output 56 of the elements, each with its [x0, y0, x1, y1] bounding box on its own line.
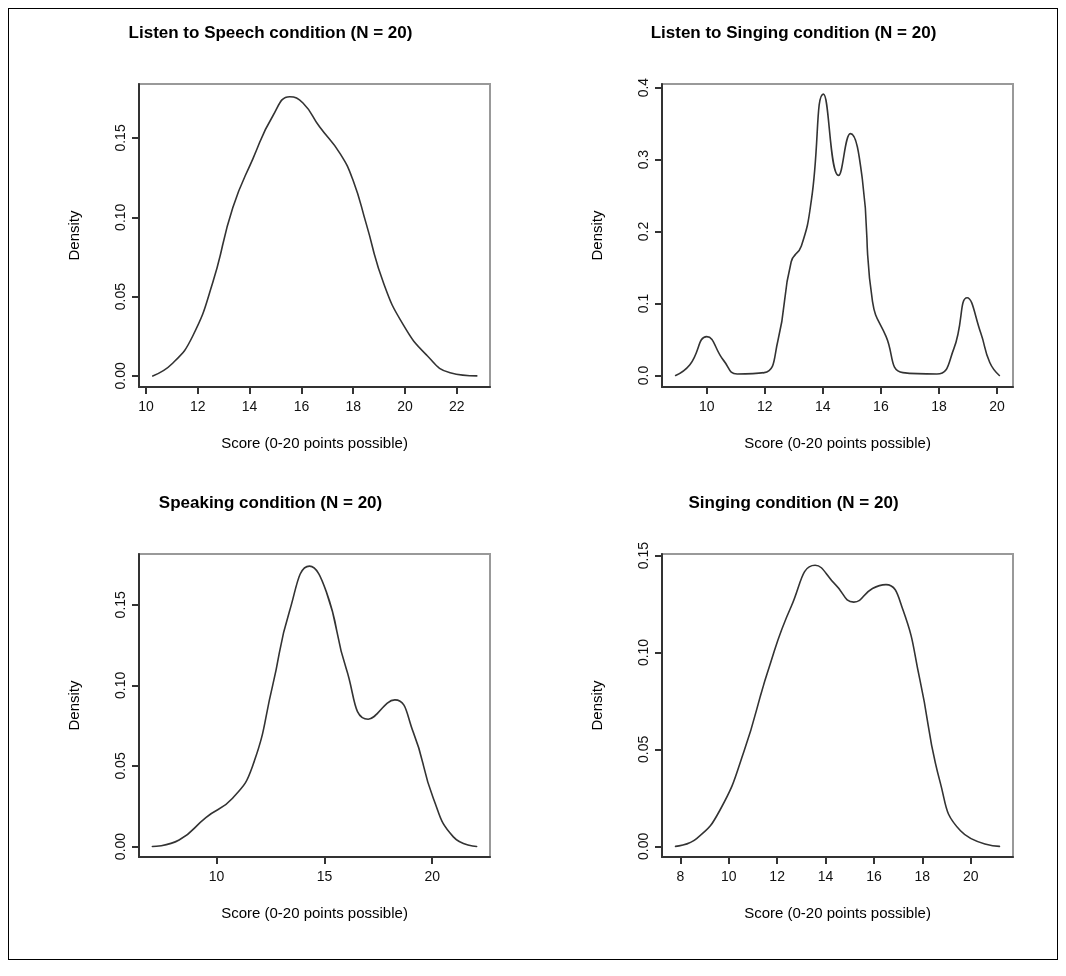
y-axis-title: Density: [65, 210, 82, 261]
chart-title: Listen to Singing condition (N = 20): [650, 23, 937, 42]
x-axis-title: Score (0-20 points possible): [221, 434, 408, 451]
x-tick-label: 12: [769, 868, 786, 884]
y-tick-label: 0.05: [112, 282, 128, 311]
x-tick-label: 12: [190, 398, 206, 414]
x-tick-label: 12: [756, 398, 773, 414]
x-tick-label: 10: [720, 868, 737, 884]
x-tick-label: 20: [424, 868, 441, 884]
x-tick-label: 18: [345, 398, 362, 414]
chart-title: Speaking condition (N = 20): [158, 493, 383, 512]
y-tick-label: 0.00: [635, 832, 651, 860]
line-series: [151, 565, 478, 848]
line-series: [674, 93, 1001, 377]
y-tick-label: 0.15: [112, 590, 128, 619]
line-series: [151, 95, 478, 377]
y-tick-label: 0.10: [635, 638, 651, 667]
x-tick-label: 10: [698, 398, 715, 414]
x-tick-label: 16: [873, 398, 889, 414]
x-tick-label: 20: [989, 398, 1006, 414]
y-tick-label: 0.15: [635, 541, 651, 570]
x-tick-label: 20: [397, 398, 414, 414]
x-tick-label: 14: [815, 398, 831, 414]
x-tick-label: 14: [817, 868, 834, 884]
y-tick-label: 0.2: [635, 221, 651, 242]
y-tick-label: 0.05: [635, 735, 651, 764]
y-tick-label: 0.00: [112, 832, 128, 861]
x-tick-label: 15: [316, 868, 333, 884]
y-tick-label: 0.3: [635, 149, 651, 170]
x-tick-label: 18: [914, 868, 931, 884]
x-tick-label: 20: [962, 868, 979, 884]
y-tick-label: 0.00: [112, 362, 128, 390]
y-tick-label: 0.10: [112, 671, 128, 699]
x-axis-title: Score (0-20 points possible): [744, 434, 931, 451]
y-tick-label: 0.15: [112, 124, 128, 152]
y-tick-label: 0.05: [112, 752, 128, 780]
x-axis-title: Score (0-20 points possible): [221, 904, 408, 921]
x-tick-label: 18: [931, 398, 947, 414]
line-series: [674, 564, 1001, 848]
x-tick-label: 22: [449, 398, 465, 414]
x-tick-label: 16: [866, 868, 882, 884]
y-tick-label: 0.0: [635, 365, 651, 386]
x-axis-title: Score (0-20 points possible): [744, 904, 931, 921]
y-axis-title: Density: [588, 210, 605, 261]
x-tick-label: 16: [293, 398, 310, 414]
y-tick-label: 0.1: [635, 293, 651, 314]
y-tick-label: 0.10: [112, 203, 128, 231]
chart-title: Singing condition (N = 20): [688, 493, 899, 512]
x-tick-label: 10: [138, 398, 154, 414]
y-axis-title: Density: [588, 680, 605, 731]
chart-title: Listen to Speech condition (N = 20): [128, 23, 413, 42]
x-tick-label: 8: [676, 868, 685, 884]
y-axis-title: Density: [65, 680, 82, 731]
x-tick-label: 10: [208, 868, 225, 884]
x-tick-label: 14: [241, 398, 258, 414]
y-tick-label: 0.4: [635, 77, 651, 98]
